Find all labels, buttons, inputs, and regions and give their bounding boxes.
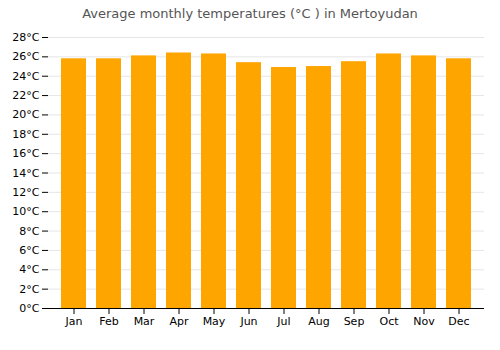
svg-text:24°C: 24°C <box>12 70 39 83</box>
svg-text:Jul: Jul <box>276 315 290 328</box>
svg-text:18°C: 18°C <box>12 128 39 141</box>
svg-text:Jan: Jan <box>65 315 83 328</box>
svg-text:4°C: 4°C <box>19 263 39 276</box>
svg-text:Nov: Nov <box>413 315 435 328</box>
svg-text:10°C: 10°C <box>12 205 39 218</box>
svg-text:0°C: 0°C <box>19 302 39 315</box>
svg-text:Aug: Aug <box>308 315 329 328</box>
svg-text:28°C: 28°C <box>12 31 39 44</box>
svg-text:8°C: 8°C <box>19 225 39 238</box>
svg-text:2°C: 2°C <box>19 283 39 296</box>
svg-text:14°C: 14°C <box>12 167 39 180</box>
html-text:Average monthly temperatures (: Average monthly temperatures (°C ) in Me… <box>82 6 418 21</box>
svg-text:6°C: 6°C <box>19 244 39 257</box>
svg-text:Feb: Feb <box>99 315 118 328</box>
svg-text:16°C: 16°C <box>12 147 39 160</box>
svg-text:22°C: 22°C <box>12 89 39 102</box>
svg-text:Dec: Dec <box>448 315 469 328</box>
svg-text:Sep: Sep <box>344 315 365 328</box>
svg-text:Jun: Jun <box>239 315 257 328</box>
svg-text:May: May <box>203 315 226 328</box>
svg-text:Oct: Oct <box>379 315 399 328</box>
svg-text:Apr: Apr <box>169 315 189 328</box>
svg-text:20°C: 20°C <box>12 108 39 121</box>
svg-text:26°C: 26°C <box>12 50 39 63</box>
svg-text:Mar: Mar <box>134 315 155 328</box>
svg-text:12°C: 12°C <box>12 186 39 199</box>
